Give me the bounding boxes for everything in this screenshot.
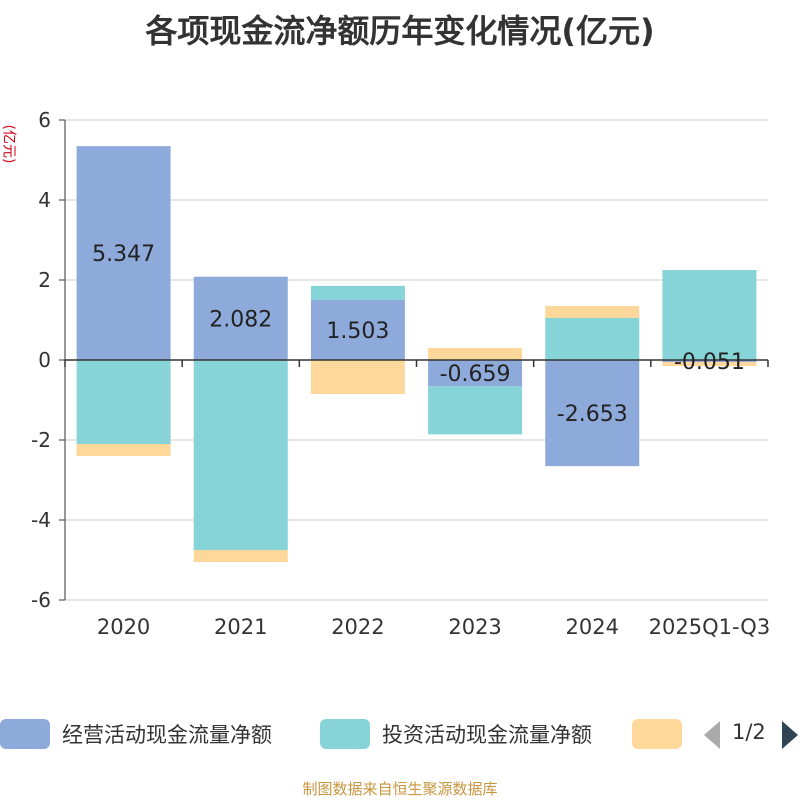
bar-series2-2022 <box>310 360 405 394</box>
bar-series1-2025Q1-Q3 <box>662 270 757 360</box>
legend-page-indicator: 1/2 <box>732 720 766 744</box>
bar-series2-2024 <box>545 306 640 318</box>
bar-series0-2020 <box>76 146 171 360</box>
y-tick-label: 2 <box>38 268 51 292</box>
x-tick-label-2021: 2021 <box>214 615 267 639</box>
legend-swatch-investing <box>320 719 370 749</box>
bar-series2-2025Q1-Q3 <box>662 362 757 367</box>
bar-series0-2025Q1-Q3 <box>662 360 757 363</box>
bar-series0-2024 <box>545 360 640 467</box>
chart-canvas: 6 4 2 0 -2 -4 -6 5.347 2.082 1.503 -0.659 -2.653 -0.… <box>31 108 771 639</box>
y-tick-label: 6 <box>38 108 51 132</box>
data-label-2024: -2.653 <box>557 402 628 427</box>
legend-pager: 1/2 <box>700 718 800 752</box>
x-tick-label-2023: 2023 <box>448 615 501 639</box>
y-tick-label: -2 <box>31 428 51 452</box>
data-label-2025Q1-Q3: -0.051 <box>674 350 745 375</box>
legend-next-arrow-icon[interactable] <box>782 721 798 749</box>
y-tick-label: 4 <box>38 188 51 212</box>
bar-series2-2023 <box>428 348 523 360</box>
x-tick-label-2022: 2022 <box>331 615 384 639</box>
x-tick-label-2025Q1-Q3: 2025Q1-Q3 <box>649 615 771 639</box>
bar-series0-2021 <box>193 276 288 360</box>
bar-series2-2020 <box>76 444 171 456</box>
bar-series1-2023 <box>428 386 523 435</box>
bar-series1-2022 <box>310 285 405 300</box>
legend-swatch-third <box>632 719 682 749</box>
legend-label-investing: 投资活动现金流量净额 <box>382 723 592 747</box>
legend-prev-arrow-icon[interactable] <box>704 721 720 749</box>
data-label-2021: 2.082 <box>209 307 272 332</box>
y-tick-label: 0 <box>38 348 51 372</box>
bar-series0-2022 <box>310 299 405 360</box>
data-label-2023: -0.659 <box>440 362 511 387</box>
legend-item-operating[interactable]: 经营活动现金流量净额 <box>0 716 272 752</box>
y-tick-label: -4 <box>31 508 51 532</box>
x-tick-label-2024: 2024 <box>566 615 619 639</box>
bar-series1-2020 <box>76 360 171 444</box>
data-label-2022: 1.503 <box>326 319 389 344</box>
bar-series0-2023 <box>428 360 523 387</box>
legend-item-third[interactable] <box>632 716 682 752</box>
legend-swatch-operating <box>0 719 50 749</box>
bar-series1-2024 <box>545 318 640 360</box>
data-label-2020: 5.347 <box>92 242 155 267</box>
legend-item-investing[interactable]: 投资活动现金流量净额 <box>320 716 592 752</box>
chart-title: 各项现金流净额历年变化情况(亿元) <box>145 12 655 50</box>
x-tick-label-2020: 2020 <box>97 615 150 639</box>
y-tick-label: -6 <box>31 588 51 612</box>
bar-series2-2021 <box>193 550 288 562</box>
data-source-note: 制图数据来自恒生聚源数据库 <box>302 780 498 798</box>
legend-label-operating: 经营活动现金流量净额 <box>62 723 272 747</box>
bar-series1-2021 <box>193 360 288 550</box>
